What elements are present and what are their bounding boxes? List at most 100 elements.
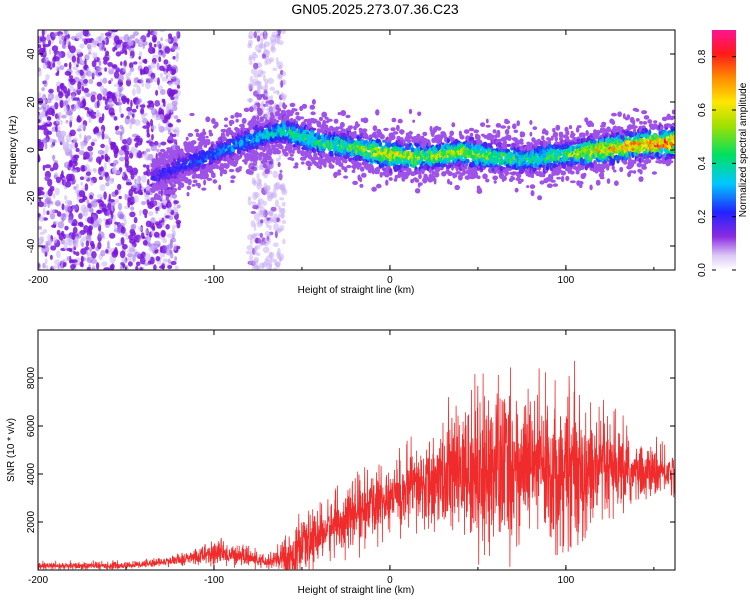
- heatmap-cell: [311, 99, 316, 105]
- heatmap-cell: [163, 59, 169, 65]
- heatmap-cell: [69, 45, 76, 54]
- heatmap-cell: [122, 260, 128, 264]
- heatmap-cell: [134, 251, 141, 257]
- heatmap-cell: [514, 187, 519, 193]
- heatmap-cell: [548, 138, 552, 142]
- heatmap-cell: [465, 158, 470, 164]
- heatmap-cell: [291, 149, 295, 155]
- heatmap-cell: [83, 156, 87, 160]
- heatmap-cell: [79, 43, 85, 49]
- heatmap-cell: [265, 58, 272, 65]
- heatmap-cell: [255, 155, 259, 162]
- heatmap-cell: [512, 123, 517, 130]
- heatmap-cell: [289, 102, 296, 108]
- heatmap-cell: [267, 210, 274, 217]
- heatmap-cell: [250, 201, 257, 206]
- heatmap-cell: [378, 141, 383, 147]
- heatmap-cell: [515, 177, 521, 182]
- heatmap-cell: [55, 72, 59, 76]
- heatmap-cell: [256, 115, 260, 121]
- heatmap-cell: [455, 171, 461, 175]
- heatmap-cell: [109, 264, 114, 270]
- heatmap-cell: [77, 81, 82, 90]
- heatmap-cell: [155, 256, 161, 262]
- heatmap-cell: [104, 171, 109, 177]
- heatmap-cell: [295, 111, 300, 116]
- heatmap-cell: [112, 64, 118, 69]
- heatmap-cell: [59, 65, 65, 71]
- heatmap-cell: [134, 178, 137, 185]
- heatmap-cell: [511, 171, 518, 175]
- heatmap-cell: [52, 193, 56, 199]
- heatmap-cell: [150, 197, 155, 201]
- heatmap-cell: [78, 190, 85, 198]
- heatmap-cell: [94, 199, 98, 203]
- heatmap-cell: [42, 262, 46, 269]
- heatmap-cell: [82, 30, 89, 37]
- heatmap-cell: [279, 256, 283, 262]
- heatmap-cell: [126, 77, 131, 81]
- heatmap-cell: [345, 114, 351, 119]
- heatmap-cell: [89, 107, 92, 112]
- heatmap-cell: [248, 30, 254, 40]
- heatmap-cell: [262, 200, 267, 206]
- heatmap-cell: [95, 156, 102, 164]
- heatmap-cell: [146, 127, 150, 135]
- heatmap-cell: [45, 265, 49, 270]
- heatmap-cell: [51, 45, 59, 52]
- figure-title: GN05.2025.273.07.36.C23: [291, 1, 459, 17]
- heatmap-cell: [105, 104, 112, 109]
- heatmap-cell: [120, 226, 126, 234]
- heatmap-cell: [252, 204, 259, 210]
- heatmap-cell: [105, 182, 110, 187]
- heatmap-cell: [79, 59, 85, 64]
- heatmap-cell: [153, 43, 157, 48]
- heatmap-cell: [127, 199, 131, 208]
- heatmap-cell: [125, 78, 132, 87]
- heatmap-cell: [143, 58, 148, 64]
- heatmap-cell: [154, 249, 159, 254]
- heatmap-cell: [570, 132, 576, 137]
- heatmap-cell: [119, 250, 126, 259]
- heatmap-cell: [138, 61, 143, 65]
- heatmap-cell: [249, 75, 254, 84]
- heatmap-cell: [89, 194, 94, 200]
- heatmap-cell: [96, 81, 103, 87]
- heatmap-cell: [311, 127, 317, 131]
- heatmap-cell: [88, 79, 92, 84]
- heatmap-cell: [261, 85, 269, 92]
- heatmap-cell: [46, 34, 51, 42]
- heatmap-cell: [252, 51, 257, 56]
- heatmap-cell: [477, 187, 482, 191]
- heatmap-cell: [109, 217, 113, 222]
- heatmap-cell: [83, 87, 89, 93]
- heatmap-cell: [225, 163, 230, 169]
- heatmap-cell: [47, 94, 52, 100]
- heatmap-cell: [264, 184, 271, 193]
- heatmap-cell: [262, 96, 269, 101]
- heatmap-cell: [318, 165, 323, 170]
- heatmap-cell: [103, 217, 106, 222]
- heatmap-cell: [130, 67, 135, 72]
- heatmap-cell: [145, 81, 151, 90]
- heatmap-cell: [268, 147, 273, 154]
- heatmap-cell: [51, 108, 55, 117]
- heatmap-cell: [136, 140, 143, 146]
- heatmap-cell: [45, 196, 52, 204]
- heatmap-cell: [42, 207, 46, 216]
- heatmap-cell: [361, 172, 367, 178]
- heatmap-cell: [129, 211, 136, 218]
- heatmap-cell: [83, 225, 89, 233]
- heatmap-cell: [150, 62, 156, 69]
- heatmap-cell: [127, 253, 134, 258]
- heatmap-cell: [205, 172, 209, 179]
- heatmap-cell: [266, 223, 269, 228]
- heatmap-cell: [83, 134, 87, 143]
- heatmap-cell: [64, 225, 69, 231]
- heatmap-cell: [43, 202, 47, 208]
- heatmap-cell: [150, 144, 157, 152]
- heatmap-cell: [230, 175, 236, 180]
- heatmap-cell: [81, 242, 84, 248]
- heatmap-cell: [254, 151, 259, 156]
- heatmap-cell: [258, 199, 261, 208]
